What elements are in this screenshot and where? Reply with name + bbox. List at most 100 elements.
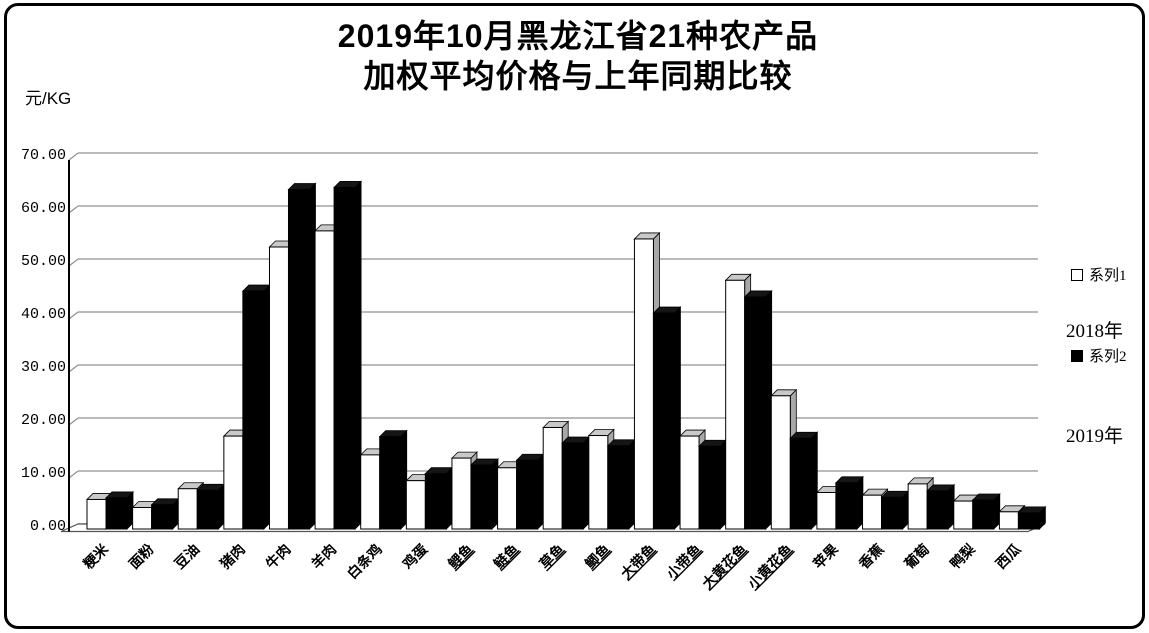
series1-bar bbox=[268, 246, 289, 530]
series2-bar bbox=[789, 437, 812, 530]
series2-bar bbox=[744, 296, 767, 530]
bar-group-大黄花鱼 bbox=[724, 273, 773, 530]
series2-bar bbox=[972, 499, 995, 530]
series2-bar-side bbox=[765, 289, 773, 530]
series1-bar bbox=[953, 500, 974, 530]
series2-swatch-icon bbox=[1071, 349, 1083, 362]
series1-bar bbox=[451, 457, 472, 530]
y-tick-label: 60.00 bbox=[21, 200, 66, 217]
series2-bar-side bbox=[217, 483, 225, 530]
x-category-label: 小带鱼 bbox=[663, 541, 704, 582]
series1-bar bbox=[497, 467, 518, 530]
bar-group-大带鱼 bbox=[633, 231, 682, 530]
y-tick-label: 20.00 bbox=[21, 412, 66, 429]
series2-bar-side bbox=[309, 182, 316, 530]
series2-bar bbox=[926, 490, 949, 530]
bar-group-鲢鱼 bbox=[496, 453, 545, 530]
bar-group-豆油 bbox=[177, 481, 226, 530]
bar-group-牛肉 bbox=[268, 182, 317, 530]
x-category-label: 大带鱼 bbox=[618, 541, 659, 582]
series2-bar bbox=[516, 459, 539, 530]
y-tick-label: 10.00 bbox=[21, 465, 66, 482]
series1-bar bbox=[314, 230, 335, 530]
axis-tick bbox=[68, 470, 79, 479]
bar-group-鲤鱼 bbox=[450, 451, 499, 530]
series2-bar bbox=[242, 290, 265, 530]
series2-bar-side bbox=[674, 306, 681, 530]
axis-tick bbox=[68, 152, 79, 161]
series2-bar-side bbox=[400, 429, 408, 530]
bar-group-白条鸡 bbox=[359, 429, 408, 530]
series2-bar-side bbox=[537, 453, 544, 530]
series1-bar bbox=[360, 454, 381, 530]
series1-bar bbox=[816, 491, 837, 530]
bar-group-羊肉 bbox=[314, 180, 363, 530]
x-category-label: 羊肉 bbox=[308, 541, 339, 572]
series1-bar bbox=[588, 435, 609, 530]
series2-bar bbox=[470, 464, 493, 530]
series2-bar-side bbox=[445, 466, 453, 530]
series2-bar bbox=[607, 445, 630, 530]
series2-bar-side bbox=[628, 438, 636, 530]
y-axis-unit-label: 元/KG bbox=[25, 89, 72, 108]
bar-group-鸭梨 bbox=[952, 493, 1001, 530]
bar-group-鸡蛋 bbox=[405, 466, 454, 530]
series2-bar bbox=[698, 445, 721, 530]
series1-bar bbox=[725, 279, 746, 530]
series1-bar bbox=[177, 488, 198, 530]
year-annotation-2018: 2018年 bbox=[1066, 321, 1124, 342]
series2-bar-side bbox=[354, 180, 362, 530]
series2-bar-side bbox=[856, 475, 864, 530]
x-category-label: 苹果 bbox=[810, 540, 842, 572]
series2-bar bbox=[835, 482, 858, 530]
legend-item-series1: 系列1 bbox=[1071, 264, 1127, 285]
series2-bar bbox=[379, 436, 402, 530]
axis-tick bbox=[68, 205, 79, 214]
x-category-label: 草鱼 bbox=[536, 541, 567, 572]
bar-group-小带鱼 bbox=[679, 429, 728, 530]
series1-bar bbox=[405, 480, 426, 530]
series1-bar bbox=[862, 494, 883, 530]
x-category-label: 豆油 bbox=[171, 541, 202, 572]
series2-bar-side bbox=[719, 439, 727, 530]
bar-group-苹果 bbox=[815, 475, 864, 530]
series2-bar-side bbox=[810, 431, 818, 530]
y-tick-label: 50.00 bbox=[21, 253, 66, 270]
bar-group-面粉 bbox=[131, 497, 180, 530]
x-category-label: 鸭梨 bbox=[947, 540, 979, 572]
series1-bar bbox=[633, 238, 654, 530]
series2-bar bbox=[424, 473, 447, 530]
x-category-label: 西瓜 bbox=[992, 541, 1023, 572]
x-category-label: 鲢鱼 bbox=[491, 541, 522, 572]
series2-bar bbox=[151, 504, 174, 530]
series1-bar bbox=[679, 435, 700, 530]
series1-bar bbox=[86, 498, 107, 530]
series2-bar bbox=[652, 312, 675, 530]
x-category-label: 白条鸡 bbox=[344, 541, 385, 582]
bar-group-葡萄 bbox=[907, 476, 956, 530]
x-category-label: 猪肉 bbox=[216, 541, 248, 573]
y-tick-label: 70.00 bbox=[21, 147, 66, 164]
series1-bar bbox=[907, 483, 928, 530]
x-category-label: 葡萄 bbox=[900, 541, 932, 573]
x-category-label: 牛肉 bbox=[262, 541, 293, 572]
bar-group-西瓜 bbox=[998, 504, 1047, 530]
y-tick-label: 30.00 bbox=[21, 359, 66, 376]
bar-group-小黄花鱼 bbox=[770, 388, 819, 530]
series1-swatch-icon bbox=[1071, 268, 1083, 281]
x-category-label: 香蕉 bbox=[855, 541, 887, 573]
x-category-label: 小黄花鱼 bbox=[745, 541, 796, 592]
axis-tick bbox=[68, 311, 79, 320]
bar-group-粳米 bbox=[86, 490, 134, 530]
x-category-label: 鲤鱼 bbox=[444, 541, 476, 573]
series1-bar bbox=[998, 511, 1019, 530]
chart-title-line1: 2019年10月黑龙江省21种农产品 bbox=[337, 18, 819, 54]
series2-bar-side bbox=[263, 284, 271, 530]
chart-title-line2: 加权平均价格与上年同期比较 bbox=[363, 58, 793, 94]
legend-label-series1: 系列1 bbox=[1089, 268, 1127, 284]
y-tick-label: 0.00 bbox=[30, 518, 66, 535]
series2-bar bbox=[561, 442, 584, 530]
axis-tick bbox=[68, 364, 79, 373]
